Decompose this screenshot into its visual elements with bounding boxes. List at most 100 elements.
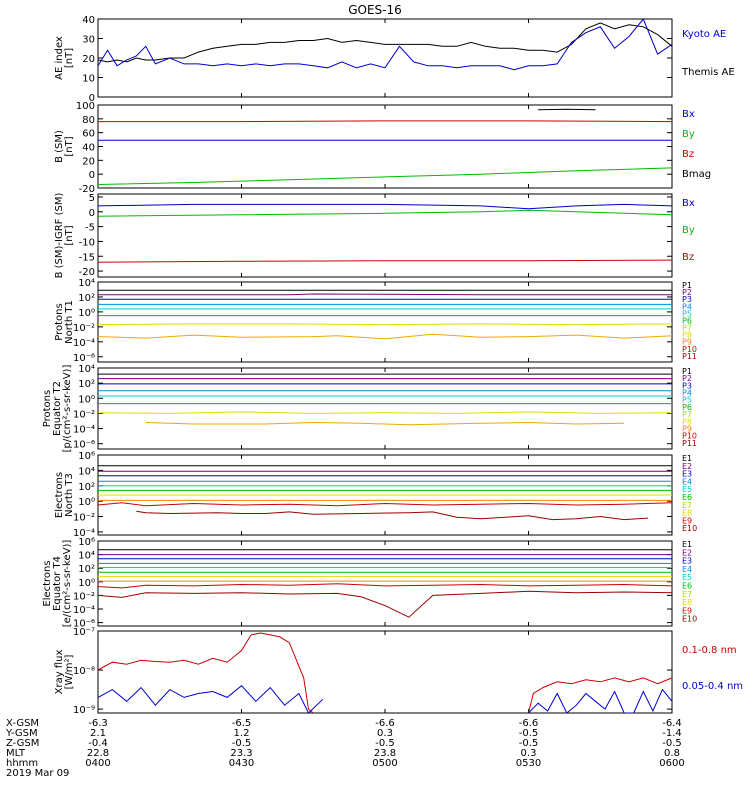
- series-bx: [98, 203, 672, 210]
- y-tick-label: 10⁻⁴: [73, 605, 95, 616]
- y-axis-label: North T3: [64, 473, 75, 517]
- y-axis-label: Equator T4: [52, 556, 63, 611]
- legend-entry: E1: [682, 454, 692, 463]
- y-tick-label: 10²: [78, 482, 95, 493]
- series-p8: [98, 333, 672, 340]
- series-0-05-0-4-nm: [98, 685, 324, 713]
- y-tick-label: 10⁻⁶: [73, 353, 95, 364]
- series-group: [98, 549, 672, 618]
- footer-value: -0.5: [232, 738, 252, 749]
- legend-entry: Bx: [682, 109, 695, 120]
- series-0-1-0-8-nm: [528, 677, 672, 713]
- legend-entry: E10: [682, 524, 697, 533]
- footer-value: 0.3: [377, 728, 393, 739]
- legend-entry: P5: [682, 396, 692, 405]
- legend-entry: P11: [682, 439, 697, 448]
- y-tick-label: 5: [89, 193, 95, 204]
- legend-entry: P2: [682, 288, 692, 297]
- series-group: [98, 465, 672, 521]
- legend-entry: E2: [682, 462, 692, 471]
- legend-entry: E5: [682, 485, 692, 494]
- y-tick-label: 10⁰: [78, 578, 95, 589]
- y-axis-label: [p/(cm²-s-sr-keV)]: [62, 365, 73, 453]
- legend-entry: P9: [682, 424, 692, 433]
- legend-entry: E7: [682, 590, 692, 599]
- footer-row-label: X-GSM: [6, 718, 39, 729]
- footer-value: 22.8: [87, 748, 109, 759]
- panel-frame: [97, 540, 673, 627]
- legend-entry: P4: [682, 389, 692, 398]
- y-tick-label: 10⁴: [78, 551, 95, 562]
- y-axis-label: [nT]: [64, 136, 75, 156]
- legend-entry: P6: [682, 316, 692, 325]
- legend-entry: E8: [682, 509, 692, 518]
- y-tick-label: -5: [85, 223, 95, 234]
- panel-b_sm: -20 0 20 40 60 80 100 B (SM) [nT] Bx By Bz Bmag: [54, 101, 711, 195]
- legend-entry: P10: [682, 432, 697, 441]
- y-tick-label: -20: [79, 267, 95, 278]
- y-tick-label: 30: [82, 35, 95, 46]
- panel-b_igrf: -20 -15 -10 -5 0 5 B (SM)-IGRF (SM) [nT] Bx By Bz: [54, 193, 695, 279]
- y-tick-label: 10⁰: [78, 497, 95, 508]
- y-tick-label: 10⁻²: [73, 323, 95, 334]
- legend-entry: 0.05-0.4 nm: [682, 681, 743, 692]
- y-tick-label: 20: [82, 156, 95, 167]
- footer-row-label: 2019 Mar 09: [6, 768, 69, 779]
- legend-entry: P4: [682, 302, 692, 311]
- series-e9: [98, 583, 672, 589]
- y-tick-label: 100: [76, 101, 95, 112]
- y-axis-label: Equator T2: [52, 381, 63, 436]
- footer-value: -6.6: [375, 718, 395, 729]
- y-axis-label: [e/(cm²-s-sr-keV)]: [62, 540, 73, 628]
- y-axis-label: B (SM): [54, 130, 65, 163]
- series-e9: [98, 502, 672, 507]
- y-axis-label: Protons: [42, 390, 53, 427]
- footer-value: 0500: [372, 758, 397, 769]
- series-group: [98, 632, 672, 713]
- y-axis-label: Xray flux: [54, 650, 65, 695]
- legend-entry: P7: [682, 410, 692, 419]
- chart-title: GOES-16: [348, 3, 402, 17]
- footer-value: 1.2: [234, 728, 250, 739]
- y-tick-label: 80: [82, 115, 95, 126]
- legend-entry: E9: [682, 516, 692, 525]
- y-tick-label: 10⁻²: [73, 591, 95, 602]
- legend-entry: E5: [682, 573, 692, 582]
- legend-entry: E7: [682, 501, 692, 510]
- series-kyoto-ae: [98, 19, 672, 71]
- series-by: [98, 209, 672, 217]
- series-bz: [98, 120, 672, 123]
- y-tick-label: 10⁻⁷: [73, 627, 95, 638]
- legend-entry: E6: [682, 493, 692, 502]
- y-tick-label: 60: [82, 129, 95, 140]
- footer-value: -6.3: [88, 718, 108, 729]
- legend-entry: P1: [682, 367, 692, 376]
- y-tick-label: 10⁰: [78, 394, 95, 405]
- y-tick-label: 10⁰: [78, 308, 95, 319]
- footer-value: -0.5: [662, 738, 682, 749]
- y-tick-label: 10⁴: [78, 364, 95, 375]
- series-group: [98, 289, 672, 340]
- legend-entry: E8: [682, 598, 692, 607]
- legend-entry: E2: [682, 548, 692, 557]
- panel-frame: [97, 367, 673, 450]
- y-tick-label: 10⁻⁴: [73, 338, 95, 349]
- series-group: [98, 108, 672, 185]
- legend-entry: E3: [682, 557, 692, 566]
- legend-entry: By: [682, 225, 695, 236]
- y-tick-label: 10²: [78, 379, 95, 390]
- footer-value: 0430: [229, 758, 254, 769]
- y-tick-label: 10⁻⁴: [73, 425, 95, 436]
- y-axis-label: [nT]: [64, 48, 75, 68]
- footer-value: -6.5: [232, 718, 252, 729]
- y-tick-label: 10⁻²: [73, 409, 95, 420]
- legend-entry: Bmag: [682, 169, 711, 180]
- y-axis-label: B (SM)-IGRF (SM): [54, 193, 65, 279]
- footer-value: -0.5: [375, 738, 395, 749]
- footer-row-label: Y-GSM: [5, 728, 38, 739]
- y-axis-label: [W/m²]: [64, 654, 75, 689]
- legend-entry: P8: [682, 331, 692, 340]
- y-axis-label: Protons: [54, 303, 65, 340]
